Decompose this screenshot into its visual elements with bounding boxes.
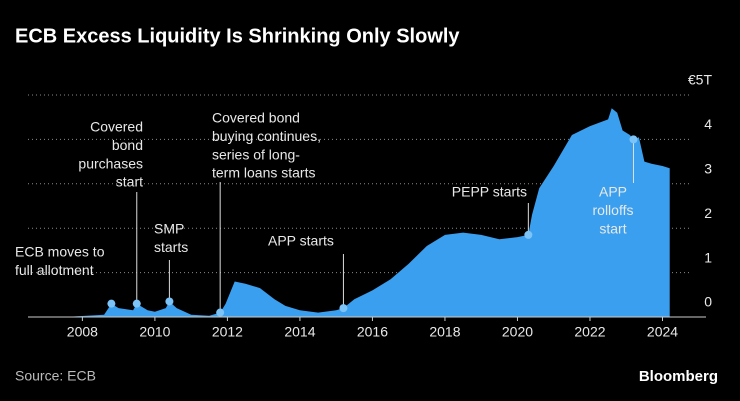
annotation-text: APP (599, 184, 627, 200)
annotation-text: PEPP starts (452, 184, 527, 200)
x-tick-label: 2018 (429, 324, 460, 340)
x-tick-label: 2024 (647, 324, 678, 340)
y-tick-label: €5T (688, 72, 713, 88)
x-tick-label: 2022 (574, 324, 605, 340)
annotation-marker (216, 308, 225, 317)
annotation-marker (107, 299, 116, 308)
x-tick-label: 2010 (139, 324, 170, 340)
annotation-text: Covered bond (212, 110, 300, 126)
annotation-text: starts (154, 239, 188, 255)
annotation-marker (524, 230, 533, 239)
annotation-text: bond (112, 137, 143, 153)
brand: Bloomberg (639, 368, 718, 385)
annotation-text: full allotment (15, 262, 94, 278)
annotation-marker (165, 297, 174, 306)
annotation-text: SMP (154, 221, 184, 237)
chart-title: ECB Excess Liquidity Is Shrinking Only S… (15, 25, 460, 47)
x-tick-label: 2012 (212, 324, 243, 340)
annotation-marker (629, 135, 638, 144)
y-tick-label: 1 (704, 249, 712, 265)
y-tick-label: 0 (704, 294, 712, 310)
y-tick-label: 3 (704, 161, 712, 177)
annotation-text: Covered (90, 119, 143, 135)
annotation-marker (339, 304, 348, 313)
annotation-text: start (599, 220, 626, 236)
x-tick-label: 2014 (284, 324, 315, 340)
area (31, 108, 670, 317)
annotation-text: purchases (78, 155, 143, 171)
source: Source: ECB (15, 368, 96, 384)
y-tick-label: 4 (704, 116, 712, 132)
annotation-text: APP starts (268, 233, 334, 249)
annotation-text: buying continues, (212, 128, 321, 144)
annotation-text: series of long- (212, 146, 300, 162)
annotation-text: term loans starts (212, 165, 315, 181)
y-tick-label: 2 (704, 205, 712, 221)
x-tick-label: 2016 (357, 324, 388, 340)
annotation-marker (132, 299, 141, 308)
x-tick-label: 2008 (67, 324, 98, 340)
annotation-text: start (116, 174, 143, 190)
annotation-text: rolloffs (593, 202, 634, 218)
x-tick-label: 2020 (502, 324, 533, 340)
annotation-text: ECB moves to (15, 244, 105, 260)
